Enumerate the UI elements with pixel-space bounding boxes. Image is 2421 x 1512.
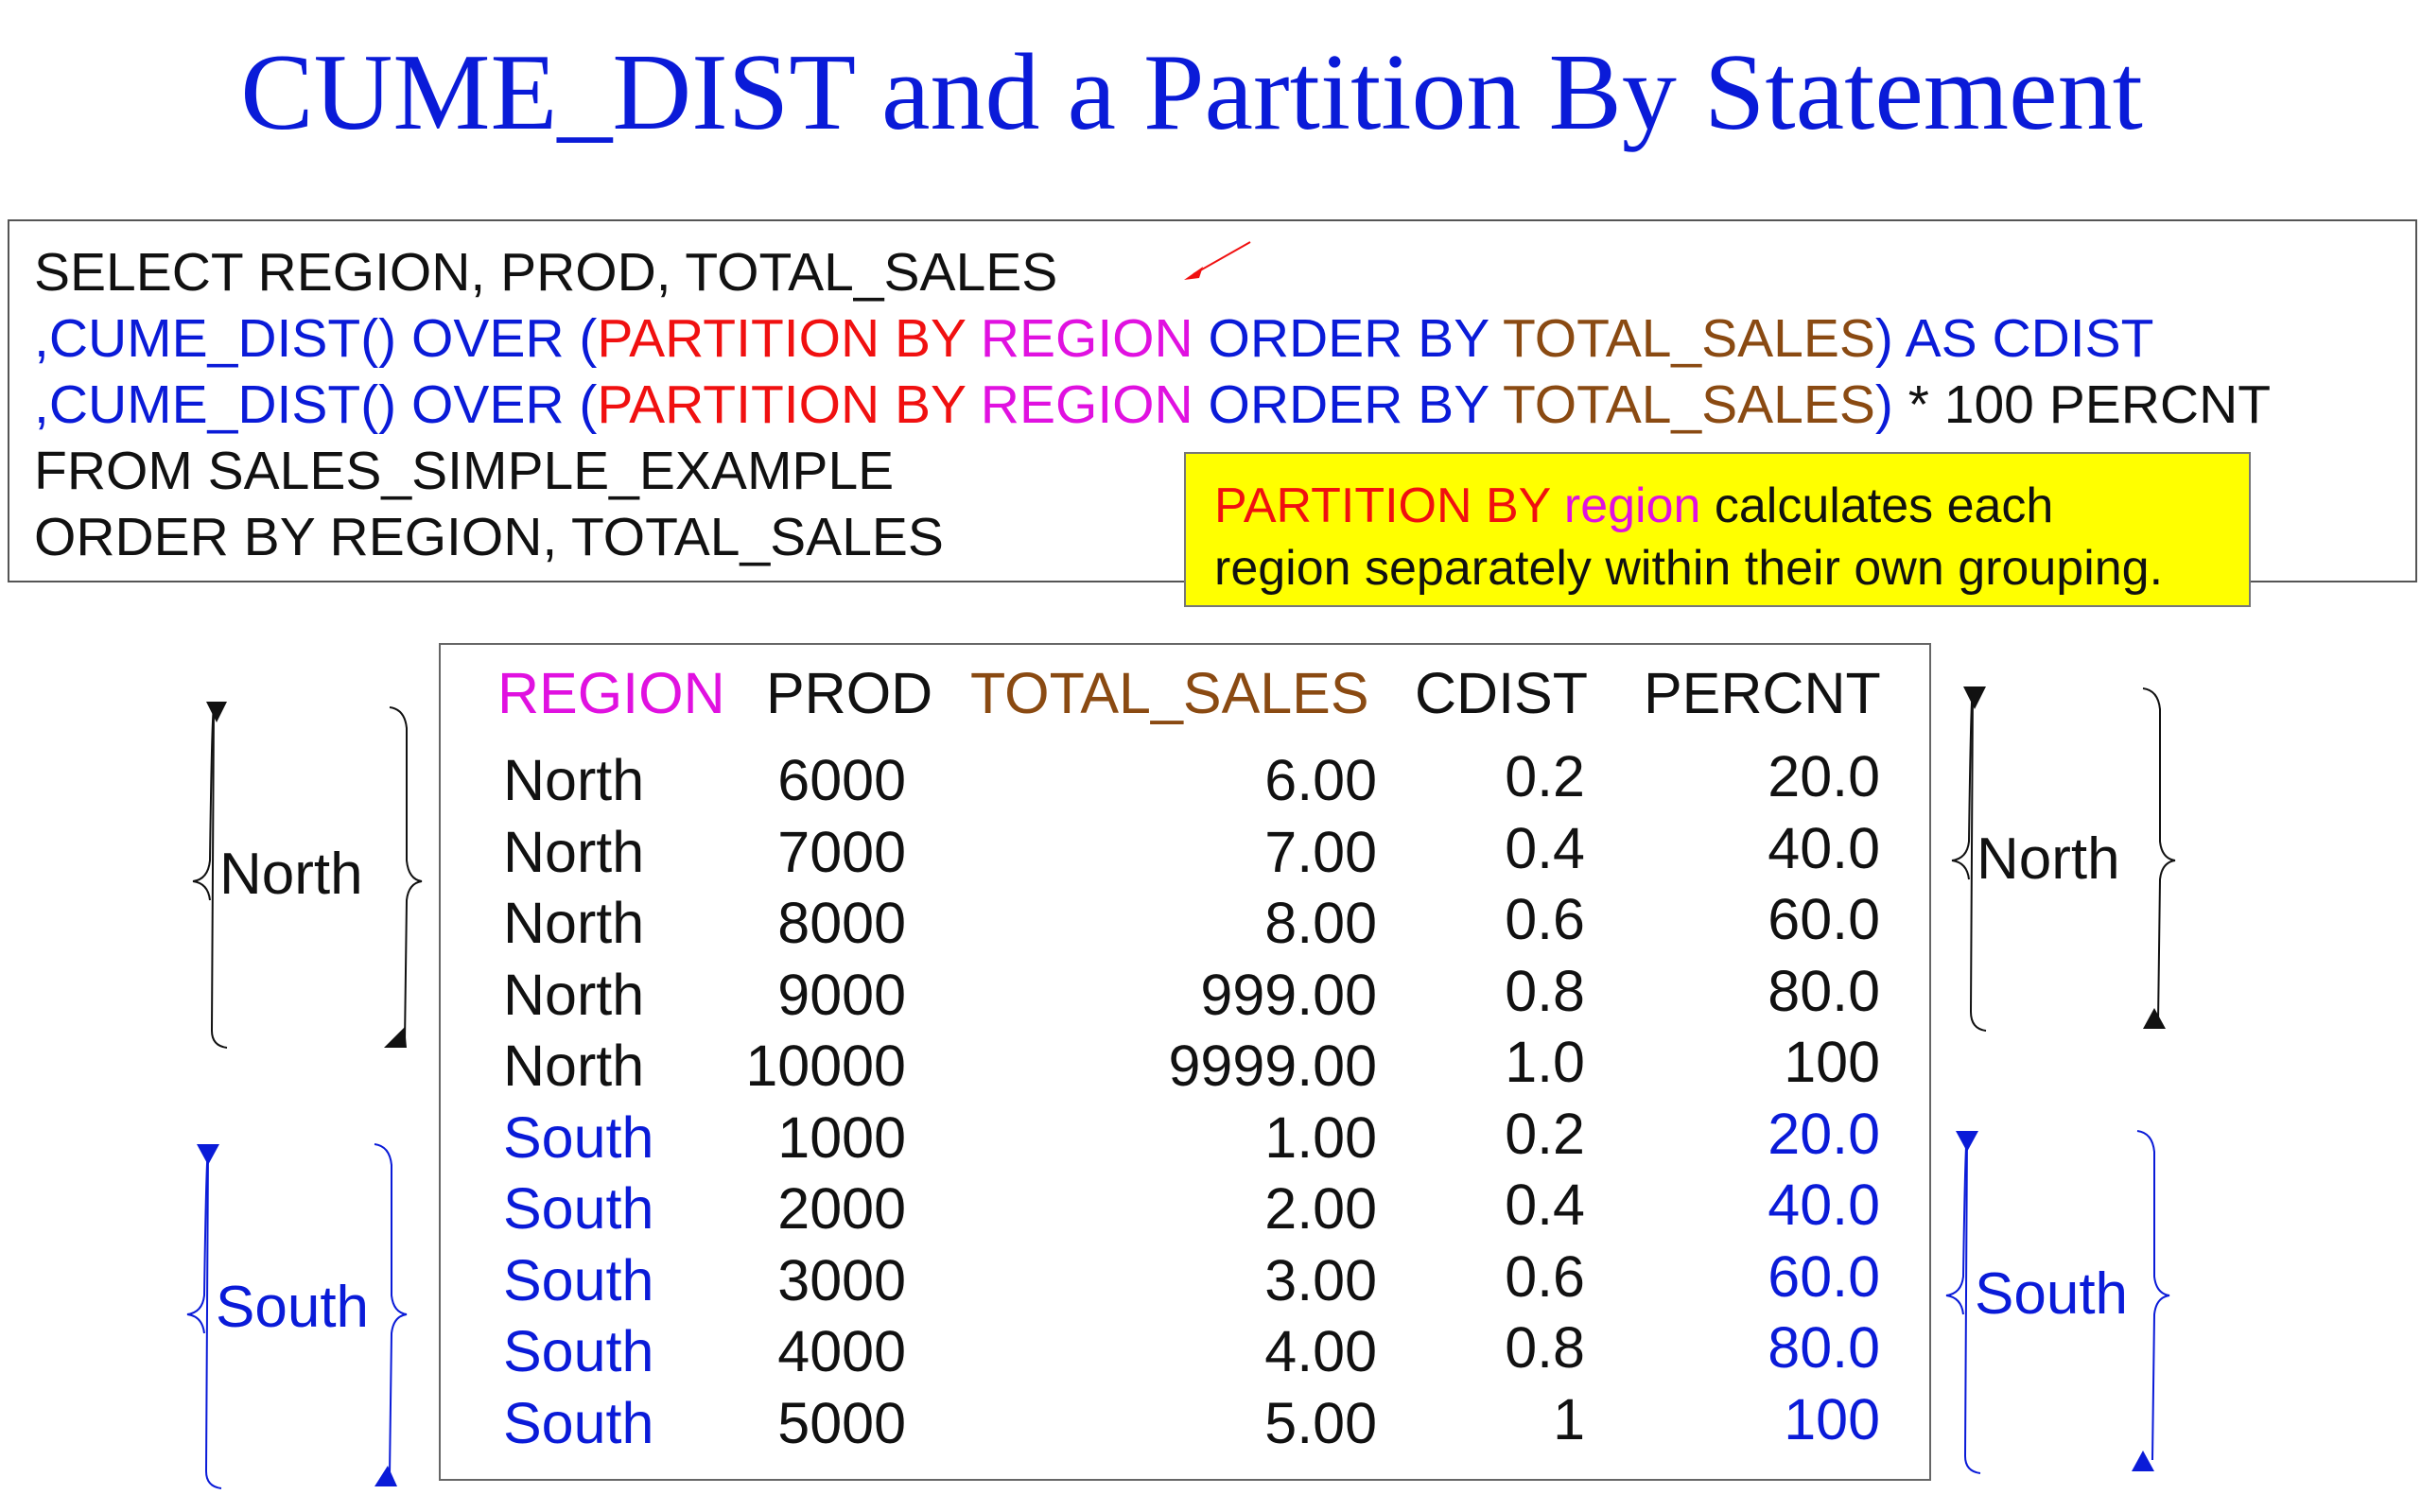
cell-prod: 9000 — [777, 962, 906, 1027]
sql-partition-by: PARTITION BY — [597, 374, 981, 435]
left-north-arrow-bottom-icon — [384, 1027, 407, 1048]
header-region: REGION — [497, 661, 725, 725]
cell-region: North — [503, 819, 645, 884]
cell-cdist: 1 — [1553, 1386, 1585, 1451]
cell-percnt: 20.0 — [1768, 1101, 1880, 1166]
sql-code-box: SELECT REGION, PROD, TOTAL_SALES ,CUME_D… — [8, 219, 2417, 582]
cell-total-sales: 2.00 — [1264, 1176, 1377, 1241]
cell-prod: 7000 — [777, 819, 906, 884]
slide-title: CUME_DIST and a Partition By Statement — [240, 32, 2143, 153]
sql-line-select: SELECT REGION, PROD, TOTAL_SALES — [34, 242, 1058, 303]
sql-region-keyword: REGION — [980, 374, 1193, 435]
cell-region: North — [503, 748, 645, 812]
cell-percnt: 60.0 — [1768, 887, 1880, 951]
cell-total-sales: 3.00 — [1264, 1247, 1377, 1312]
header-prod: PROD — [766, 661, 933, 725]
cell-cdist: 0.6 — [1505, 1243, 1585, 1309]
note-partition-by: PARTITION BY — [1214, 478, 1564, 533]
cell-region: North — [503, 1034, 645, 1098]
right-south-arrow-bottom-icon — [2132, 1451, 2154, 1471]
partition-note-callout: PARTITION BY region calculates each regi… — [1184, 452, 2251, 607]
cell-total-sales: 4.00 — [1264, 1319, 1377, 1383]
cell-total-sales: 5.00 — [1264, 1390, 1377, 1455]
cell-region: South — [503, 1319, 654, 1383]
cell-cdist: 0.4 — [1505, 1173, 1585, 1237]
header-total-sales: TOTAL_SALES — [970, 661, 1369, 725]
cell-region: South — [503, 1390, 654, 1455]
cell-prod: 10000 — [745, 1034, 906, 1098]
sql-line-from: FROM SALES_SIMPLE_EXAMPLE — [34, 441, 895, 501]
sql-line-order-by: ORDER BY REGION, TOTAL_SALES — [34, 507, 944, 567]
left-north-label: North — [219, 842, 363, 907]
right-north-arrow-bottom-icon — [2143, 1008, 2166, 1029]
sql-fn-cume-dist: ,CUME_DIST() OVER ( — [34, 374, 598, 435]
cell-percnt: 100 — [1784, 1030, 1880, 1094]
result-table — [439, 643, 1931, 1481]
cell-prod: 5000 — [777, 1390, 906, 1455]
cell-total-sales: 999.00 — [1200, 962, 1377, 1027]
cell-prod: 1000 — [777, 1104, 906, 1170]
cell-percnt: 40.0 — [1768, 1173, 1880, 1237]
cell-percnt: 80.0 — [1768, 1315, 1880, 1380]
sql-fn-cume-dist: ,CUME_DIST() OVER ( — [34, 308, 598, 369]
left-south-arrow-top-icon — [197, 1144, 219, 1165]
sql-line-percnt: ,CUME_DIST() OVER (PARTITION BY REGION O… — [34, 373, 2271, 437]
right-south-label: South — [1975, 1261, 2129, 1327]
right-north-arrow-top-icon — [1963, 686, 1986, 709]
left-south-arrow-bottom-icon — [374, 1466, 397, 1486]
header-cdist: CDIST — [1415, 661, 1588, 725]
cell-region: North — [503, 962, 645, 1027]
note-line-1: PARTITION BY region calculates each — [1214, 475, 2249, 537]
cell-region: South — [503, 1176, 654, 1241]
left-south-label: South — [216, 1275, 370, 1340]
cell-percnt: 60.0 — [1768, 1243, 1880, 1309]
cell-prod: 6000 — [777, 748, 906, 812]
sql-order-by: ORDER BY — [1193, 374, 1503, 435]
cell-region: South — [503, 1247, 654, 1312]
note-text-1: calculates each — [1700, 478, 2054, 533]
left-north-arrow-top-icon — [206, 702, 227, 722]
cell-prod: 2000 — [777, 1176, 906, 1241]
sql-as-cdist: ) AS CDIST — [1874, 308, 2154, 369]
cell-region: North — [503, 891, 645, 955]
note-region: region — [1563, 478, 1701, 533]
cell-total-sales: 8.00 — [1264, 891, 1377, 955]
cell-total-sales: 6.00 — [1264, 748, 1377, 812]
cell-prod: 8000 — [777, 891, 906, 955]
cell-cdist: 1.0 — [1505, 1030, 1585, 1094]
sql-region-keyword: REGION — [980, 308, 1193, 369]
cell-cdist: 0.4 — [1505, 815, 1585, 880]
sql-total-sales-keyword: TOTAL_SALES — [1503, 374, 1875, 435]
sql-percnt-expr: * 100 PERCNT — [1892, 374, 2272, 435]
sql-partition-by: PARTITION BY — [597, 308, 981, 369]
cell-percnt: 40.0 — [1768, 815, 1880, 880]
cell-total-sales: 7.00 — [1264, 819, 1377, 884]
cell-percnt: 100 — [1784, 1386, 1880, 1451]
cell-total-sales: 9999.00 — [1168, 1034, 1378, 1098]
cell-prod: 3000 — [777, 1247, 906, 1312]
cell-cdist: 0.2 — [1505, 1101, 1585, 1166]
right-south-arrow-top-icon — [1956, 1131, 1978, 1152]
cell-cdist: 0.6 — [1505, 887, 1585, 951]
cell-percnt: 20.0 — [1768, 744, 1880, 808]
sql-line-cdist: ,CUME_DIST() OVER (PARTITION BY REGION O… — [34, 306, 2153, 371]
sql-total-sales-keyword: TOTAL_SALES — [1503, 308, 1875, 369]
cell-total-sales: 1.00 — [1264, 1104, 1377, 1170]
cell-cdist: 0.2 — [1505, 744, 1585, 808]
header-percnt: PERCNT — [1644, 661, 1881, 725]
right-north-label: North — [1977, 826, 2120, 892]
cell-percnt: 80.0 — [1768, 958, 1880, 1023]
sql-close-paren: ) — [1874, 374, 1893, 435]
sql-order-by: ORDER BY — [1193, 308, 1503, 369]
note-line-2: region separately within their own group… — [1214, 541, 2164, 596]
cell-cdist: 0.8 — [1505, 958, 1585, 1023]
cell-cdist: 0.8 — [1505, 1315, 1585, 1380]
cell-prod: 4000 — [777, 1319, 906, 1383]
cell-region: South — [503, 1104, 654, 1170]
